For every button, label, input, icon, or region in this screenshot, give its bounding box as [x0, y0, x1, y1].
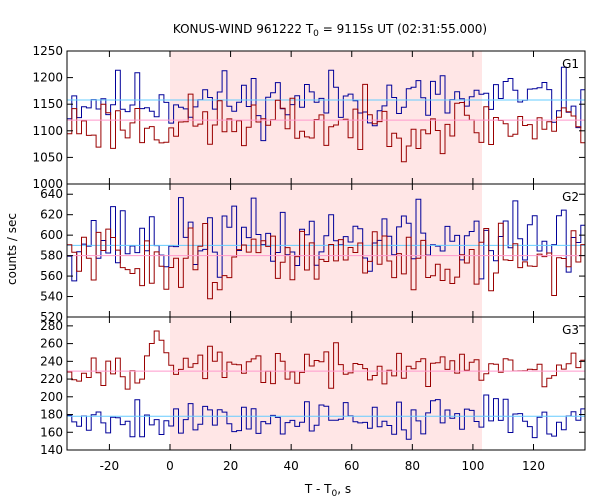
shaded-interval: [169, 184, 483, 317]
x-tick-label: 100: [461, 459, 484, 473]
y-axis-title: counts / sec: [5, 213, 19, 285]
y-tick-label: 600: [40, 228, 63, 242]
panel-frame: [66, 316, 586, 451]
y-tick-label: 280: [40, 319, 63, 333]
y-tick-label: 1150: [32, 97, 63, 111]
y-tick-label: 520: [40, 310, 63, 324]
x-tick-label: 120: [522, 459, 545, 473]
panel-g2: 520 540 560 580 600 620 640 G2: [40, 183, 586, 324]
y-tick-label: 620: [40, 208, 63, 222]
y-tick-label: 540: [40, 290, 63, 304]
panel-label: G2: [562, 190, 579, 204]
x-tick-label: 40: [284, 459, 299, 473]
y-tick-label: 160: [40, 425, 63, 439]
x-tick-label: 0: [166, 459, 174, 473]
y-tick-label: 200: [40, 390, 63, 404]
panels: 100010501100115012001250G152054056058060…: [32, 44, 586, 473]
y-tick-label: 1250: [32, 44, 63, 58]
panel-label: G3: [562, 323, 579, 337]
series-line-2: [67, 83, 585, 163]
shaded-interval: [169, 51, 483, 184]
y-tick-label: 220: [40, 372, 63, 386]
x-tick-label: 80: [405, 459, 420, 473]
x-tick-label: -20: [100, 459, 120, 473]
y-tick-label: 1050: [32, 150, 63, 164]
chart-title: KONUS-WIND 961222 T0 = 9115s UT (02:31:5…: [173, 22, 487, 39]
x-tick-label: 60: [344, 459, 359, 473]
y-tick-label: 140: [40, 443, 63, 457]
x-axis-title: T - T0, s: [304, 482, 351, 499]
y-tick-label: 260: [40, 337, 63, 351]
series-line-1: [67, 66, 585, 142]
y-tick-label: 180: [40, 408, 63, 422]
y-tick-label: 240: [40, 354, 63, 368]
panel-g1: 1000 1050 1100 1150 1200 1250 G1: [32, 44, 586, 191]
series-line-2: [67, 222, 585, 300]
y-tick-label: 640: [40, 187, 63, 201]
y-tick-label: 580: [40, 249, 63, 263]
y-tick-label: 1100: [32, 124, 63, 138]
panel-g3: 140 160 180 200 220 240 260 280 G3: [40, 316, 586, 457]
x-tick-label: 20: [223, 459, 238, 473]
shaded-interval: [169, 317, 483, 450]
y-tick-label: 1200: [32, 71, 63, 85]
series-line-1: [67, 330, 585, 390]
y-tick-label: 560: [40, 269, 63, 283]
y-tick-label: 1000: [32, 177, 63, 191]
series-line-2: [67, 394, 585, 440]
panel-label: G1: [562, 57, 579, 71]
